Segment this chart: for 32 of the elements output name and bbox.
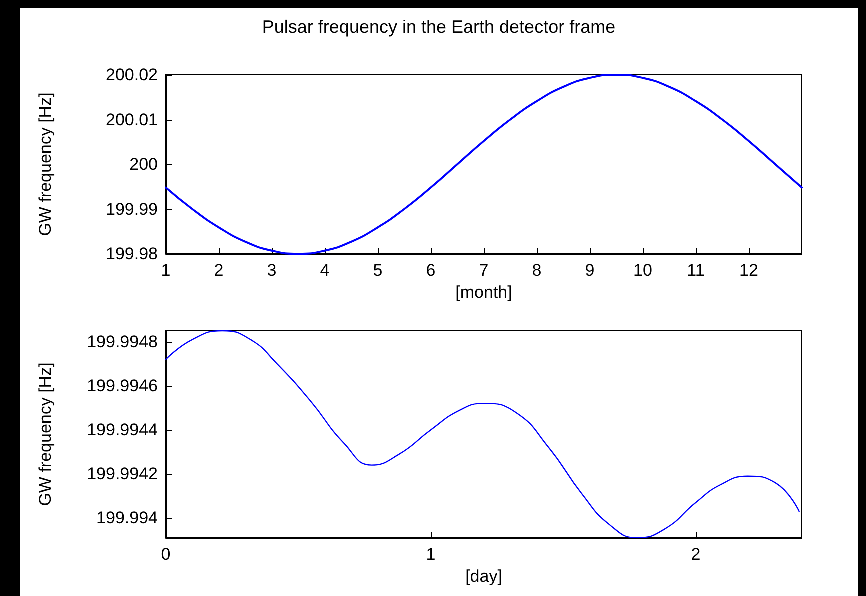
x-axis-title: [month] [456, 282, 512, 302]
x-tick-label: 7 [479, 261, 489, 280]
x-tick-label: 4 [320, 261, 330, 280]
x-tick-label: 10 [634, 261, 652, 280]
x-tick-label: 9 [585, 261, 595, 280]
chart-title: Pulsar frequency in the Earth detector frame [262, 17, 616, 37]
x-tick-label: 2 [214, 261, 224, 280]
y-tick-label: 199.9946 [87, 376, 158, 396]
y-tick-label: 199.9942 [87, 464, 158, 484]
y-tick-label: 200 [130, 155, 158, 174]
y-tick-label: 199.994 [96, 508, 158, 528]
line-series [165, 74, 803, 255]
line-series [165, 330, 800, 539]
x-tick-label: 0 [161, 545, 171, 564]
x-tick-label: 5 [373, 261, 383, 280]
y-axis-title: GW frequency [Hz] [36, 362, 55, 506]
x-tick-label: 11 [687, 261, 705, 280]
x-axis-title: [day] [466, 566, 502, 586]
y-tick-label: 200.02 [106, 66, 158, 84]
y-tick-label: 199.9944 [87, 420, 158, 440]
x-tick-label: 3 [267, 261, 277, 280]
x-tick-label: 1 [426, 545, 436, 564]
x-tick-label: 1 [161, 261, 171, 280]
y-tick-label: 199.98 [106, 244, 158, 264]
y-tick-label: 200.01 [106, 110, 158, 130]
y-tick-label: 199.99 [106, 200, 158, 219]
x-tick-label: 6 [426, 261, 436, 280]
x-tick-label: 8 [532, 261, 542, 280]
y-axis-title: GW frequency [Hz] [36, 92, 55, 236]
x-tick-label: 2 [691, 545, 701, 564]
x-tick-label: 12 [740, 261, 758, 280]
y-tick-label: 199.9948 [87, 332, 158, 352]
